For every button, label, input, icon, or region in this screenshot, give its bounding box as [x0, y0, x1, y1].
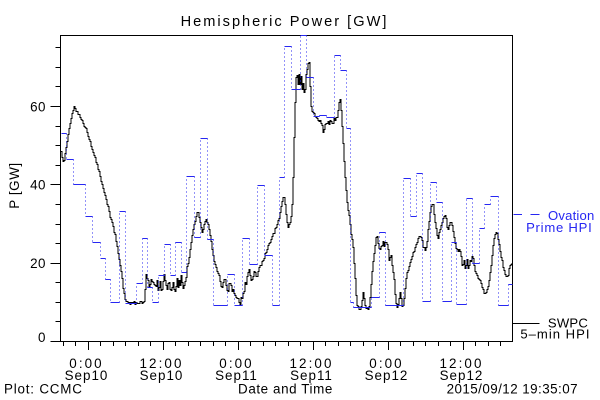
- svg-text:Sep10: Sep10: [65, 368, 109, 383]
- svg-text:Sep12: Sep12: [365, 368, 409, 383]
- svg-text:2015/09/12 19:35:07: 2015/09/12 19:35:07: [447, 382, 578, 397]
- svg-text:60: 60: [30, 99, 46, 114]
- svg-text:0: 0: [38, 330, 46, 345]
- svg-text:Sep11: Sep11: [215, 368, 258, 383]
- svg-text:5–min HPI: 5–min HPI: [520, 327, 590, 342]
- svg-text:0:00: 0:00: [369, 356, 403, 371]
- svg-text:Sep10: Sep10: [140, 368, 184, 383]
- svg-text:Date and Time: Date and Time: [238, 382, 333, 397]
- svg-text:Hemispheric Power [GW]: Hemispheric Power [GW]: [181, 14, 389, 30]
- svg-text:12:00: 12:00: [289, 356, 333, 371]
- svg-text:40: 40: [30, 178, 46, 193]
- svg-text:0:00: 0:00: [69, 356, 103, 371]
- svg-text:0:00: 0:00: [219, 356, 253, 371]
- svg-text:Prime HPI: Prime HPI: [526, 220, 592, 235]
- svg-text:20: 20: [30, 256, 46, 271]
- svg-text:Sep12: Sep12: [440, 368, 484, 383]
- svg-text:Ovation: Ovation: [548, 208, 595, 223]
- svg-text:12:00: 12:00: [139, 356, 183, 371]
- svg-text:Plot: CCMC: Plot: CCMC: [4, 382, 83, 397]
- svg-text:P [GW]: P [GW]: [7, 162, 22, 209]
- svg-text:Sep11: Sep11: [290, 368, 333, 383]
- svg-text:SWPC: SWPC: [548, 316, 588, 331]
- svg-text:12:00: 12:00: [439, 356, 483, 371]
